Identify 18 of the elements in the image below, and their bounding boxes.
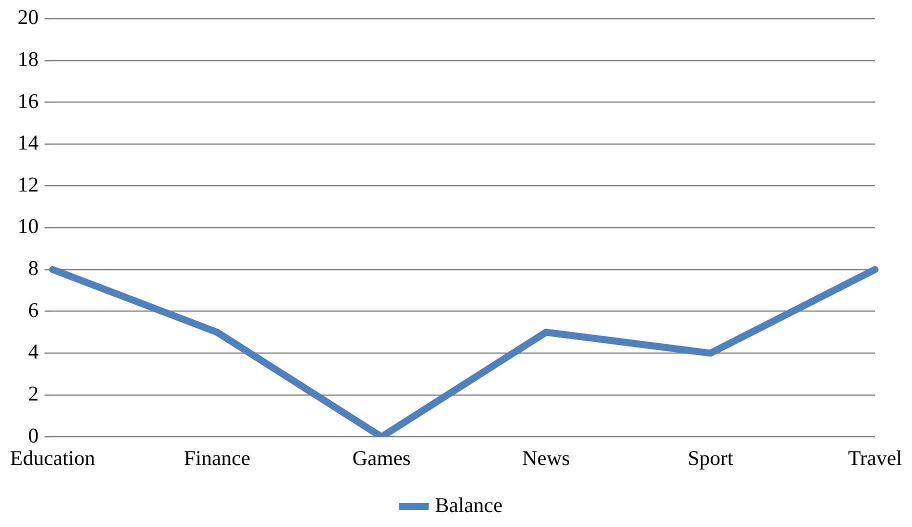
x-tick-label: Games xyxy=(352,446,411,470)
y-tick-label: 4 xyxy=(28,340,40,364)
y-tick-label: 0 xyxy=(28,423,39,448)
legend-label: Balance xyxy=(434,493,503,518)
y-tick-label: 16 xyxy=(18,88,39,113)
x-tick-label: Education xyxy=(10,446,96,470)
x-tick-label: News xyxy=(522,446,570,470)
y-tick-label: 8 xyxy=(28,256,39,280)
x-tick-label: Travel xyxy=(848,446,902,470)
y-tick-label: 6 xyxy=(28,298,39,322)
y-tick-label: 18 xyxy=(18,46,39,71)
x-tick-label: Finance xyxy=(184,446,250,470)
x-tick-label: Sport xyxy=(688,446,734,470)
y-tick-label: 2 xyxy=(28,381,39,406)
y-tick-label: 12 xyxy=(18,172,39,196)
y-tick-label: 10 xyxy=(18,214,39,238)
y-tick-label: 14 xyxy=(18,130,40,155)
y-tick-label: 20 xyxy=(18,5,39,30)
